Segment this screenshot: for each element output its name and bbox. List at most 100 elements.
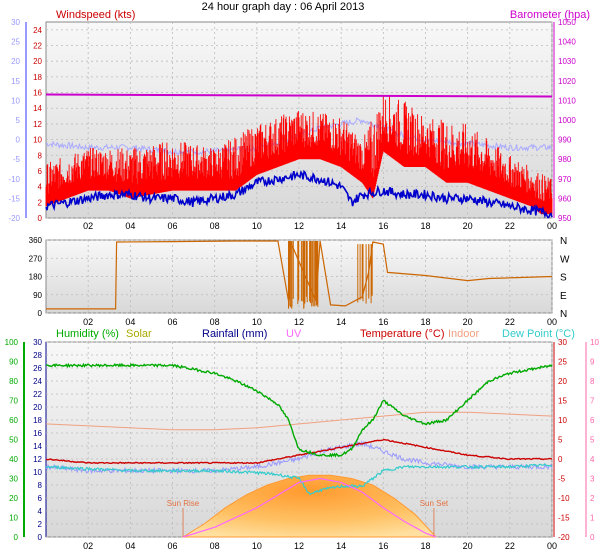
direction-x-tick-label: 02 [83,317,93,327]
temp-x-tick-label: 14 [336,541,346,551]
barometer-axis-title: Barometer (hpa) [510,9,590,21]
compass-tick-label: S [560,273,567,284]
temp-x-tick-label: 22 [505,541,515,551]
direction-x-tick-label: 16 [378,317,388,327]
solar-area [181,474,438,538]
windspeed-series-line [45,95,553,215]
barometer-tick-label: 1020 [558,77,576,86]
temp-tick-label: 30 [11,18,20,27]
humidity-tick-label: 70 [9,397,18,406]
legend-item: Dew Point (°C) [502,328,575,340]
windspeed-tick-label: 4 [38,183,43,192]
direction-tick-label: 270 [29,254,43,263]
rainfall-tick-label: 26 [33,364,42,373]
barometer-series-line [45,93,553,98]
humidity-tick-label: 90 [9,358,18,367]
compass-tick-label: N [560,236,567,247]
barometer-tick-label: 950 [558,214,572,223]
temp-x-tick-label: 16 [378,541,388,551]
temp-tick-label: -15 [8,194,20,203]
humidity-tick-label: 80 [9,377,18,386]
barometer-tick-label: 990 [558,136,572,145]
uv-tick-label: 5 [590,436,595,445]
temperature-series-line [45,438,553,465]
humidity-tick-label: 0 [14,533,19,542]
direction-x-tick-label: 18 [420,317,430,327]
temp-x-tick-label: 20 [463,541,473,551]
windspeed-tick-label: 24 [33,26,42,35]
uv-tick-label: 9 [590,358,595,367]
humidity-tick-label: 100 [5,338,19,347]
wind-x-tick-label: 10 [252,221,262,231]
rainfall-tick-label: 14 [33,442,42,451]
wind-x-tick-label: 18 [420,221,430,231]
windspeed-tick-label: 12 [33,120,42,129]
humidity-tick-label: 10 [9,514,18,523]
barometer-tick-label: 1040 [558,38,576,47]
wind-direction-flicker [288,241,373,309]
direction-x-tick-label: 22 [505,317,515,327]
rainfall-tick-label: 30 [33,338,42,347]
temp-x-tick-label: 06 [167,541,177,551]
sunrise-label: Sun Rise [167,499,200,508]
direction-x-tick-label: 14 [336,317,346,327]
compass-tick-label: N [560,309,567,320]
temp-tick-label: 25 [11,38,20,47]
wind-x-tick-label: 16 [378,221,388,231]
temp-tick-label: -10 [8,175,20,184]
windspeed-tick-label: 20 [33,57,42,66]
legend-item: Temperature (°C) [360,328,444,340]
barometer-tick-label: 1030 [558,57,576,66]
temperature-tick-label: 0 [558,455,563,464]
rainfall-tick-label: 16 [33,429,42,438]
uv-tick-label: 3 [590,475,595,484]
rainfall-tick-label: 6 [38,494,43,503]
barometer-tick-label: 1010 [558,96,576,105]
compass-tick-label: W [560,254,570,265]
windspeed-tick-label: 10 [33,136,42,145]
temperature-humidity-panel: 0102030405060708090100024681012141618202… [5,328,600,551]
temperature-tick-label: -10 [558,494,570,503]
legend-item: Rainfall (mm) [202,328,267,340]
rainfall-tick-label: 24 [33,377,42,386]
rainfall-tick-label: 8 [38,481,43,490]
wind-x-tick-label: 12 [294,221,304,231]
avg-wind-series-line [45,169,553,219]
temperature-tick-label: 25 [558,358,567,367]
temp-tick-label: 0 [16,136,21,145]
windspeed-tick-label: 14 [33,104,42,113]
wind-x-tick-label: 00 [547,221,557,231]
rainfall-tick-label: 10 [33,468,42,477]
direction-tick-label: 0 [38,309,43,318]
wind-x-tick-label: 04 [125,221,135,231]
legend-item: Humidity (%) [56,328,119,340]
wind-x-tick-label: 14 [336,221,346,231]
rainfall-tick-label: 2 [38,520,43,529]
barometer-tick-label: 1050 [558,18,576,27]
temp-x-tick-label: 10 [252,541,262,551]
uv-tick-label: 4 [590,455,595,464]
temperature-tick-label: -20 [558,533,570,542]
temperature-tick-label: 15 [558,397,567,406]
wind-pressure-panel: 024681012141618202224-20-15-10-505101520… [8,9,590,231]
legend-item: Indoor [448,328,480,340]
rainfall-tick-label: 22 [33,390,42,399]
rainfall-tick-label: 0 [38,533,43,542]
barometer-tick-label: 970 [558,175,572,184]
direction-x-tick-label: 20 [463,317,473,327]
humidity-tick-label: 30 [9,475,18,484]
temp-x-tick-label: 08 [210,541,220,551]
legend-item: UV [286,328,302,340]
barometer-tick-label: 960 [558,194,572,203]
wind-direction-series-line [46,240,553,310]
windspeed-tick-label: 2 [38,198,43,207]
humidity-tick-label: 40 [9,455,18,464]
temperature-tick-label: 30 [558,338,567,347]
temp-x-tick-label: 18 [420,541,430,551]
windspeed-tick-label: 18 [33,73,42,82]
barometer-tick-label: 980 [558,155,572,164]
uv-tick-label: 2 [590,494,595,503]
